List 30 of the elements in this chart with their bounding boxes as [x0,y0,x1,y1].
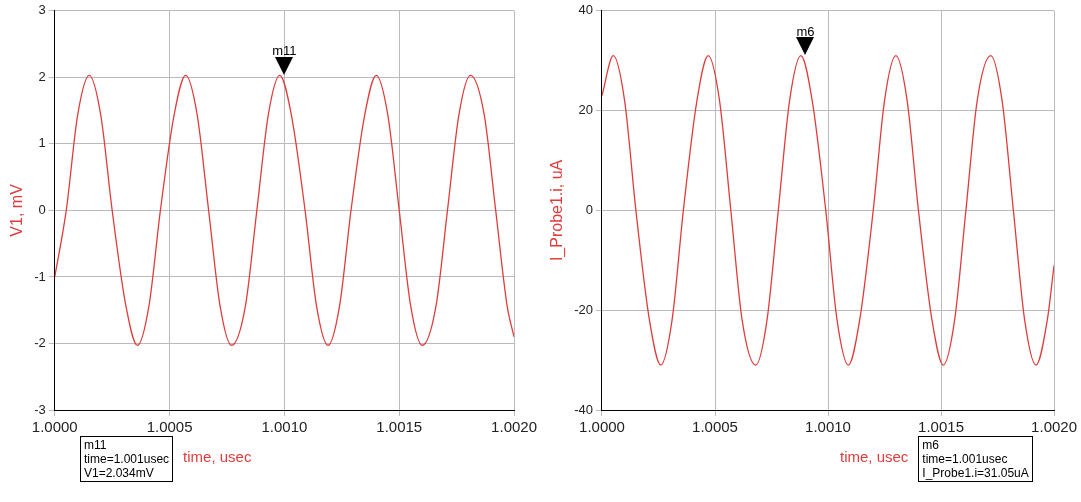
y-tick-label: -40 [574,401,593,417]
y-tick-label: -2 [34,335,46,351]
x-tick-label: 1.0005 [146,418,193,436]
x-tick-label: 1.0010 [261,418,308,436]
y-tick-label: 20 [578,102,593,118]
y-tick-label: -3 [34,401,46,417]
x-tick-label: 1.0015 [376,418,423,436]
y-tick-label: 1 [38,135,46,151]
annotation: m6 [796,23,815,39]
y-tick-label: -1 [34,268,46,284]
x-axis-title: time, usec [840,448,909,465]
x-tick-label: 1.0020 [1031,418,1078,436]
y-tick-label: 0 [38,201,46,217]
text: m6 time=1.001usec I_Probe1.i=31.05uA [918,436,1033,482]
x-tick-label: 1.0000 [31,418,78,436]
y-tick-label: -20 [574,301,593,317]
x-tick-label: 1.0005 [692,418,738,436]
y-tick-label: 2 [38,68,46,84]
x-axis-title: time, usec [183,448,252,465]
y-tick-label: 3 [38,2,46,18]
y-tick-label: 40 [578,2,593,18]
y-axis-title: V1, mV [8,183,26,237]
x-tick-label: 1.0015 [918,418,964,436]
y-axis-title: I_Probe1.i, uA [548,159,567,262]
x-tick-label: 1.0000 [579,418,625,436]
x-tick-label: 1.0010 [805,418,851,436]
annotation: m11 [272,43,297,59]
text: m11 time=1.001usec V1=2.034mV [80,436,174,482]
y-tick-label: 0 [585,201,593,217]
x-tick-label: 1.0020 [491,418,538,436]
